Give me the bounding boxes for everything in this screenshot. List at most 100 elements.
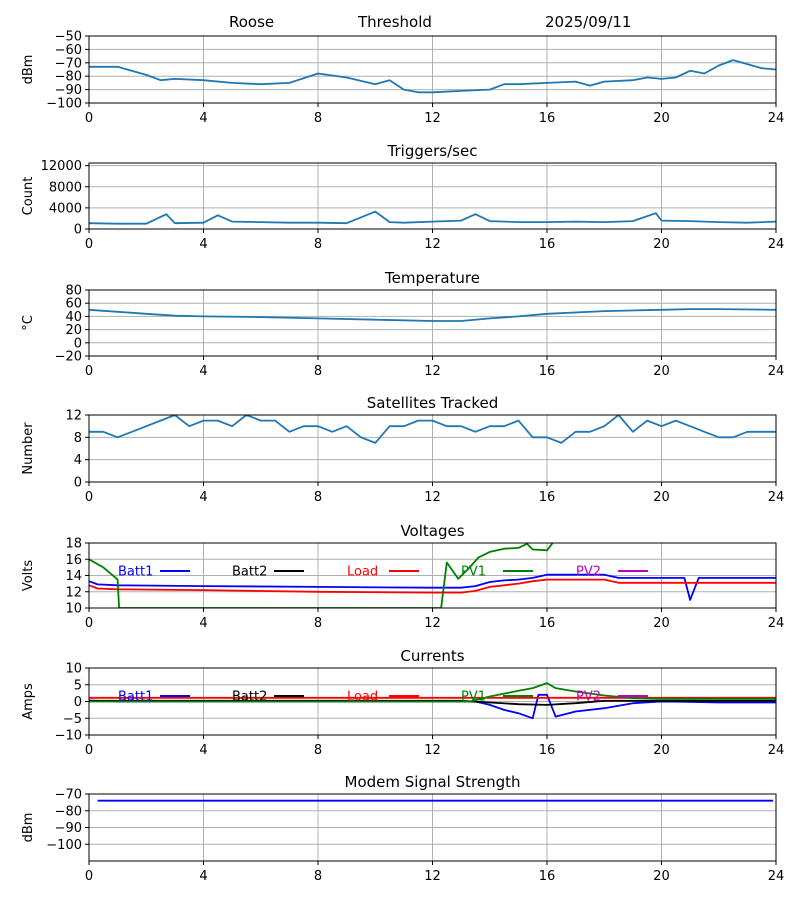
x-tick-label: 0 — [85, 616, 93, 631]
triggers-sec-frame — [88, 162, 777, 230]
x-tick-label: 24 — [768, 237, 785, 252]
y-tick-label: −100 — [46, 838, 82, 853]
x-tick-label: 8 — [314, 616, 322, 631]
x-tick-label: 24 — [768, 743, 785, 758]
y-tick-label: 16 — [65, 553, 82, 568]
currents-y-axis-label: Amps — [21, 683, 36, 720]
x-tick-label: 4 — [199, 869, 207, 884]
satellites-tracked-series-1-line — [89, 415, 776, 444]
legend-label-load: Load — [347, 565, 378, 580]
x-tick-label: 0 — [85, 237, 93, 252]
panel-1-y-axis-label: dBm — [21, 55, 36, 85]
y-tick-label: 0 — [74, 476, 82, 491]
x-tick-label: 8 — [314, 237, 322, 252]
load-line — [89, 578, 776, 594]
voltages-title: Voltages — [400, 522, 464, 540]
x-tick-label: 4 — [199, 111, 207, 126]
x-tick-label: 4 — [199, 743, 207, 758]
panels: 0 4 8 12 16 20 24−50−60−70−80−90−100dBmTrigger… — [21, 30, 784, 885]
x-tick-label: 16 — [539, 743, 556, 758]
x-tick-label: 12 — [424, 364, 441, 379]
x-tick-label: 12 — [424, 490, 441, 505]
voltages-frame — [88, 542, 777, 609]
y-tick-label: −90 — [55, 83, 82, 98]
y-tick-label: 8000 — [49, 180, 82, 195]
y-tick-label: −70 — [55, 56, 82, 71]
pv1-line — [89, 543, 554, 608]
y-tick-label: 5 — [74, 678, 82, 693]
x-tick-label: 12 — [424, 743, 441, 758]
x-tick-label: 20 — [653, 616, 670, 631]
y-tick-label: −60 — [55, 43, 82, 58]
currents-frame — [88, 667, 777, 736]
x-tick-label: 4 — [199, 364, 207, 379]
x-tick-label: 24 — [768, 869, 785, 884]
satellites-tracked-title: Satellites Tracked — [367, 394, 498, 412]
x-tick-label: 16 — [539, 616, 556, 631]
y-tick-label: 0 — [74, 695, 82, 710]
y-tick-label: 20 — [65, 323, 82, 338]
satellites-tracked-panel: Satellites Tracked 0 4 8 12 16 20 24 12 8 4 0 Number — [21, 394, 784, 505]
x-tick-label: 20 — [653, 743, 670, 758]
x-tick-label: 8 — [314, 111, 322, 126]
currents-title: Currents — [400, 647, 464, 665]
y-tick-label: 4 — [74, 453, 82, 468]
y-tick-label: 0 — [74, 223, 82, 238]
x-tick-label: 20 — [653, 237, 670, 252]
x-tick-label: 8 — [314, 490, 322, 505]
x-tick-label: 24 — [768, 111, 785, 126]
x-tick-label: 4 — [199, 616, 207, 631]
x-tick-label: 20 — [653, 364, 670, 379]
legend-label-batt2: Batt2 — [232, 690, 267, 705]
x-tick-label: 16 — [539, 490, 556, 505]
site-name: Roose — [229, 13, 274, 31]
date-label: 2025/09/11 — [545, 13, 631, 31]
legend-label-batt1: Batt1 — [118, 565, 153, 580]
x-tick-label: 16 — [539, 869, 556, 884]
modem-signal-strength-y-axis-label: dBm — [21, 813, 36, 843]
y-tick-label: −80 — [55, 70, 82, 85]
x-tick-label: 0 — [85, 364, 93, 379]
legend-label-pv2: PV2 — [576, 690, 601, 705]
panel-1-panel: 0 4 8 12 16 20 24 −50−60−70−80−90−100 dBm — [21, 30, 784, 127]
y-tick-label: 12 — [65, 585, 82, 600]
y-tick-label: −80 — [55, 804, 82, 819]
x-tick-label: 20 — [653, 490, 670, 505]
x-tick-label: 20 — [653, 111, 670, 126]
temperature-frame — [88, 289, 777, 357]
satellites-tracked-frame — [88, 414, 777, 483]
x-tick-label: 0 — [85, 111, 93, 126]
y-tick-label: 4000 — [49, 201, 82, 216]
y-tick-label: 10 — [65, 602, 82, 617]
y-tick-label: 0 — [74, 336, 82, 351]
x-tick-label: 20 — [653, 869, 670, 884]
triggers-sec-title: Triggers/sec — [387, 142, 478, 160]
x-tick-label: 16 — [539, 111, 556, 126]
x-tick-label: 0 — [85, 743, 93, 758]
y-tick-label: 18 — [65, 537, 82, 552]
x-tick-label: 8 — [314, 364, 322, 379]
y-tick-label: −50 — [55, 30, 82, 45]
voltages-y-axis-label: Volts — [21, 560, 36, 592]
x-tick-label: 24 — [768, 490, 785, 505]
y-tick-label: −70 — [55, 788, 82, 803]
modem-signal-strength-title: Modem Signal Strength — [345, 773, 521, 791]
y-tick-label: 14 — [65, 569, 82, 584]
legend-label-pv1: PV1 — [461, 565, 486, 580]
x-tick-label: 24 — [768, 616, 785, 631]
legend-label-pv2: PV2 — [576, 565, 601, 580]
modem-signal-strength-frame — [88, 793, 777, 862]
satellites-tracked-y-axis-label: Number — [21, 422, 36, 475]
y-tick-label: 12000 — [41, 159, 82, 174]
x-tick-label: 24 — [768, 364, 785, 379]
panel-1-frame — [88, 35, 777, 104]
y-tick-label: −5 — [63, 712, 82, 727]
x-tick-label: 16 — [539, 364, 556, 379]
x-tick-label: 0 — [85, 490, 93, 505]
x-tick-label: 0 — [85, 869, 93, 884]
batt1-line — [89, 573, 776, 601]
y-tick-label: −20 — [55, 350, 82, 365]
mode-label: Threshold — [357, 13, 432, 31]
